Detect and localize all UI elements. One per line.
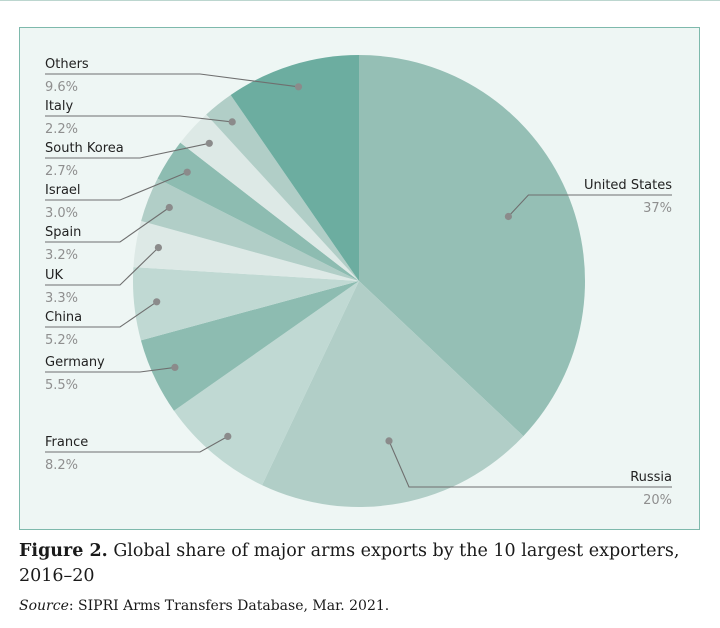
pie-slice-spain [141,178,359,281]
pie-slice-russia [262,281,524,507]
pie-slice-china [132,267,359,341]
leader-dot-others [294,83,303,91]
slice-name-israel: Israel [45,183,81,198]
leader-dot-russia [385,437,393,445]
pie-slice-israel [157,142,359,281]
pie-slice-germany [140,281,359,411]
leader-dot-france [224,432,232,440]
leader-line-south-korea [45,142,210,159]
pie-chart: United States 37% Russia 20% France 8.2% Germa… [45,55,672,508]
leader-dot-israel [183,168,191,176]
top-rule [0,0,720,1]
slice-name-france: France [45,435,88,450]
slice-value-italy: 2.2% [45,122,78,137]
pie-slice-south-korea [180,114,359,281]
slice-value-uk: 3.3% [45,291,78,306]
leader-dot-germany [171,363,179,371]
slice-value-united-states: 37% [643,201,672,216]
slice-name-uk: UK [45,268,64,283]
pie-slice-others [230,55,359,281]
slice-name-south-korea: South Korea [45,141,124,156]
pie-slice-uk [133,220,359,281]
slice-value-spain: 3.2% [45,248,78,263]
leader-dot-china [153,298,161,306]
leader-line-israel [45,171,188,201]
slice-value-russia: 20% [643,493,672,508]
slice-value-france: 8.2% [45,458,78,473]
slice-value-israel: 3.0% [45,206,78,221]
leader-line-france [45,435,229,453]
slice-name-china: China [45,310,82,325]
leader-line-china [45,301,158,328]
leader-line-others [45,73,299,88]
figure-caption: Figure 2. Global share of major arms exp… [19,539,709,589]
leader-line-germany [45,366,175,373]
slice-value-others: 9.6% [45,80,78,95]
leader-line-russia [388,440,672,488]
leader-line-spain [45,207,170,243]
pie-slice-france [173,281,359,486]
caption-text: Global share of major arms exports by th… [19,541,680,586]
slice-name-italy: Italy [45,99,74,114]
slice-name-united-states: United States [584,178,672,193]
leader-dot-uk [154,244,162,252]
slice-value-germany: 5.5% [45,378,78,393]
leader-line-uk [45,247,159,286]
slice-name-russia: Russia [630,470,672,485]
slice-value-china: 5.2% [45,333,78,348]
pie-slice-italy [206,94,359,282]
slice-name-germany: Germany [45,355,105,370]
source-label: Source [19,598,69,614]
leader-dot-united-states [504,212,512,221]
figure-label: Figure 2. [19,541,108,561]
leader-line-italy [45,115,233,123]
leader-dot-south-korea [205,139,213,147]
chart-panel: United States 37% Russia 20% France 8.2% Germa… [19,27,700,530]
leader-line-united-states [507,194,672,217]
slice-name-spain: Spain [45,225,81,240]
leader-dot-italy [228,118,236,126]
slice-name-others: Others [45,57,89,72]
slice-value-south-korea: 2.7% [45,164,78,179]
leader-dot-spain [165,203,173,212]
source-text: : SIPRI Arms Transfers Database, Mar. 20… [68,598,390,614]
pie-slice-united-states [359,55,586,437]
figure-source: Source: SIPRI Arms Transfers Database, M… [19,596,709,616]
